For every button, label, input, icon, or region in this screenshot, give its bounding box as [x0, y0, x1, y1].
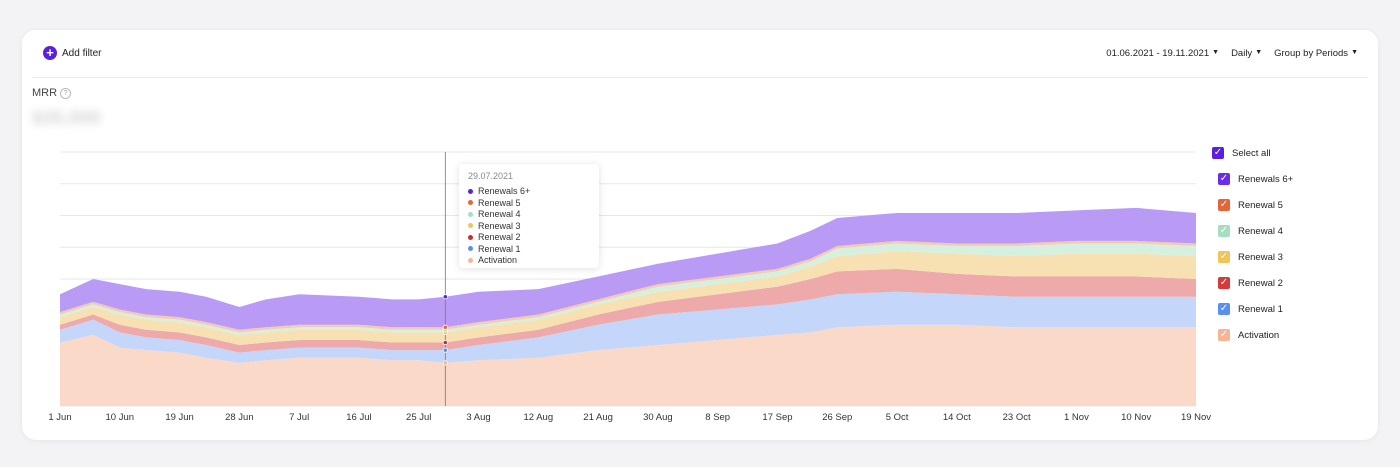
header-divider	[32, 77, 1368, 78]
tooltip-row-label: Renewal 4	[478, 209, 521, 219]
x-tick-label: 14 Oct	[943, 412, 971, 423]
hover-tooltip: 29.07.2021 Renewals 6+ Renewal 5 Renewal 4…	[459, 164, 599, 268]
area-series	[60, 324, 1196, 406]
legend-item-label: Renewal 1	[1238, 303, 1283, 315]
tooltip-date: 29.07.2021	[468, 171, 514, 181]
help-icon[interactable]: ?	[60, 87, 72, 99]
tooltip-row-label: Renewal 3	[478, 220, 521, 231]
date-range-picker[interactable]: 01.06.2021 - 19.11.2021 ▼	[1106, 48, 1219, 59]
plus-icon: +	[43, 46, 57, 60]
checkbox-icon[interactable]: ✓	[1212, 147, 1224, 159]
dot-icon	[468, 234, 473, 240]
dot-icon	[468, 211, 473, 217]
interval-select[interactable]: Daily ▼	[1231, 48, 1262, 59]
hover-dot	[442, 347, 448, 353]
tooltip-row: Renewal 4	[468, 209, 521, 219]
tooltip-row-label: Renewal 5	[478, 197, 521, 208]
x-tick-label: 19 Jun	[165, 412, 194, 423]
checkbox-icon[interactable]: ✓	[1218, 251, 1230, 263]
x-tick-label: 25 Jul	[406, 412, 431, 423]
tooltip-row: Renewal 2	[468, 232, 521, 242]
chevron-down-icon: ▼	[1255, 49, 1263, 56]
dot-icon	[468, 257, 473, 263]
metric-value: $35,000	[32, 108, 101, 129]
tooltip-row-label: Renewals 6+	[478, 186, 531, 196]
interval-label: Daily	[1231, 48, 1253, 59]
x-tick-label: 28 Jun	[225, 412, 254, 423]
dot-icon	[468, 200, 473, 205]
area-series	[60, 207, 1196, 330]
legend-item-label: Renewal 4	[1238, 225, 1283, 237]
tooltip-row: Activation	[468, 255, 517, 265]
area-series	[60, 268, 1196, 353]
legend-item[interactable]: ✓ Activation	[1212, 322, 1293, 348]
x-tick-label: 12 Aug	[524, 412, 554, 423]
checkbox-icon[interactable]: ✓	[1218, 329, 1230, 341]
legend-select-all[interactable]: ✓ Select all	[1212, 140, 1293, 166]
legend-item[interactable]: ✓ Renewals 6+	[1212, 166, 1293, 192]
mrr-area-chart[interactable]: 1 Jun 10 Jun 19 Jun 28 Jun 7 Jul 16 Jul 25 Jul…	[22, 30, 1378, 440]
x-tick-label: 17 Sep	[762, 412, 792, 423]
x-tick-label: 1 Nov	[1064, 412, 1089, 423]
dot-icon	[468, 246, 473, 251]
tooltip-row: Renewal 5	[468, 198, 521, 208]
grouping-label: Group by Periods	[1274, 48, 1349, 59]
checkbox-icon[interactable]: ✓	[1218, 199, 1230, 211]
hover-dot	[442, 294, 448, 300]
tooltip-row-label: Renewal 1	[478, 243, 521, 254]
metric-label: MRR ?	[32, 87, 72, 99]
chart-card: + Add filter 01.06.2021 - 19.11.2021 ▼ D…	[22, 30, 1378, 440]
x-tick-label: 5 Oct	[886, 412, 909, 423]
legend-item[interactable]: ✓ Renewal 2	[1212, 270, 1293, 296]
legend-select-all-label: Select all	[1232, 147, 1271, 159]
checkbox-icon[interactable]: ✓	[1218, 303, 1230, 315]
metric-name: MRR	[32, 87, 58, 99]
x-tick-label: 26 Sep	[822, 412, 852, 423]
x-tick-label: 3 Aug	[466, 412, 490, 423]
x-tick-label: 10 Jun	[106, 412, 135, 423]
area-series	[60, 243, 1196, 335]
x-tick-label: 16 Jul	[346, 412, 371, 423]
legend-item[interactable]: ✓ Renewal 1	[1212, 296, 1293, 322]
dot-icon	[468, 188, 473, 194]
x-tick-label: 7 Jul	[289, 412, 309, 423]
x-tick-label: 1 Jun	[48, 412, 71, 423]
dot-icon	[468, 223, 473, 228]
hover-dot	[442, 339, 448, 346]
tooltip-row: Renewal 1	[468, 244, 521, 254]
chevron-down-icon: ▼	[1351, 49, 1358, 56]
area-series	[60, 291, 1196, 363]
x-tick-label: 8 Sep	[705, 412, 730, 423]
date-range-label: 01.06.2021 - 19.11.2021	[1106, 48, 1210, 59]
legend: ✓ Select all ✓ Renewals 6+ ✓ Renewal 5 ✓ Rene…	[1212, 140, 1293, 348]
legend-item-label: Renewal 2	[1238, 277, 1283, 289]
checkbox-icon[interactable]: ✓	[1218, 225, 1230, 237]
checkbox-icon[interactable]: ✓	[1218, 173, 1230, 185]
legend-item[interactable]: ✓ Renewal 5	[1212, 192, 1293, 218]
add-filter-label: Add filter	[62, 47, 102, 59]
chart-controls: 01.06.2021 - 19.11.2021 ▼ Daily ▼ Group …	[1106, 48, 1358, 59]
legend-item[interactable]: ✓ Renewal 4	[1212, 218, 1293, 244]
legend-item-label: Renewals 6+	[1238, 173, 1294, 185]
tooltip-row-label: Activation	[478, 255, 518, 265]
legend-item-label: Renewal 3	[1238, 251, 1283, 263]
x-tick-label: 21 Aug	[583, 412, 613, 423]
hover-dot	[442, 324, 448, 330]
add-filter-button[interactable]: + Add filter	[43, 46, 101, 60]
chevron-down-icon: ▼	[1212, 49, 1220, 56]
x-tick-label: 10 Nov	[1121, 412, 1151, 423]
legend-item-label: Renewal 5	[1238, 199, 1283, 211]
area-series	[60, 251, 1196, 346]
grouping-select[interactable]: Group by Periods ▼	[1274, 48, 1358, 59]
x-tick-label: 19 Nov	[1181, 412, 1211, 423]
legend-item[interactable]: ✓ Renewal 3	[1212, 244, 1293, 270]
tooltip-row: Renewals 6+	[468, 186, 530, 196]
hover-dot	[442, 360, 448, 366]
checkbox-icon[interactable]: ✓	[1218, 277, 1230, 289]
x-tick-label: 23 Oct	[1003, 412, 1031, 423]
tooltip-row-label: Renewal 2	[478, 232, 521, 242]
x-tick-label: 30 Aug	[643, 412, 673, 423]
legend-item-label: Activation	[1238, 329, 1280, 341]
tooltip-row: Renewal 3	[468, 221, 521, 231]
